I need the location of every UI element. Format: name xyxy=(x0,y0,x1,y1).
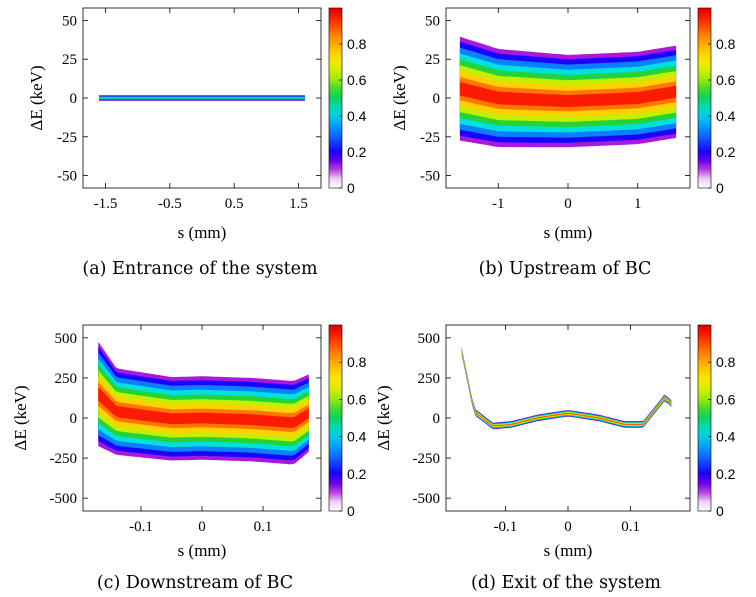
colorbar-tick-label: 0.6 xyxy=(716,391,736,407)
panel-b-colorbar xyxy=(697,7,712,189)
y-tick-label: 250 xyxy=(55,371,78,387)
colorbar-tick-label: 0 xyxy=(347,503,355,519)
x-tick-label: 0.1 xyxy=(254,519,273,535)
panel-b-ylabel: ΔE (keV) xyxy=(390,65,409,130)
colorbar-tick-label: 0.4 xyxy=(347,108,367,124)
y-tick-label: 250 xyxy=(418,371,441,387)
panel-b-distribution xyxy=(459,36,677,148)
panel-d-colorbar xyxy=(697,324,712,512)
panel-c-caption: (c) Downstream of BC xyxy=(97,573,293,593)
panel-c-distribution xyxy=(98,341,309,465)
panel-d-caption: (d) Exit of the system xyxy=(471,573,661,593)
panel-c-xlabel: s (mm) xyxy=(178,541,227,560)
colorbar-tick-label: 0.4 xyxy=(716,429,736,445)
y-tick-label: 25 xyxy=(62,52,77,68)
panel-c-colorbar-ticks: 0.8 0.6 0.4 0.2 0 xyxy=(339,354,367,519)
y-tick-label: -250 xyxy=(50,451,78,467)
y-tick-label: 0 xyxy=(70,411,78,427)
colorbar-tick-label: 0.2 xyxy=(716,144,736,160)
panel-a-colorbar xyxy=(328,7,343,189)
y-tick-label: -25 xyxy=(420,130,440,146)
colorbar-tick-label: 0.2 xyxy=(347,466,367,482)
y-tick-label: 25 xyxy=(425,52,440,68)
panel-a: -1.5 -0.5 0.5 1.5 50 25 0 -25 -50 s (mm) ΔE (keV… xyxy=(27,7,367,279)
x-tick-label: 0.1 xyxy=(621,519,640,535)
colorbar-tick-label: 0 xyxy=(716,503,724,519)
x-tick-label: -0.1 xyxy=(129,519,153,535)
colorbar-tick-label: 0 xyxy=(716,180,724,196)
colorbar-tick-label: 0 xyxy=(347,180,355,196)
panel-b-xlabel: s (mm) xyxy=(544,223,593,242)
panel-a-distribution xyxy=(99,95,305,101)
y-tick-label: -250 xyxy=(413,451,441,467)
y-tick-label: 500 xyxy=(418,331,441,347)
colorbar-tick-label: 0.6 xyxy=(347,72,367,88)
panel-a-caption: (a) Entrance of the system xyxy=(82,259,318,279)
panel-d-xlabel: s (mm) xyxy=(544,541,593,560)
y-tick-label: 50 xyxy=(425,13,440,29)
y-tick-label: 0 xyxy=(433,91,441,107)
colorbar-tick-label: 0.8 xyxy=(716,354,736,370)
density-contour xyxy=(99,97,305,99)
panel-d-distribution xyxy=(461,347,672,430)
colorbar-tick-label: 0.4 xyxy=(716,108,736,124)
panel-a-colorbar-ticks: 0.8 0.6 0.4 0.2 0 xyxy=(339,36,367,196)
panel-b-colorbar-ticks: 0.8 0.6 0.4 0.2 0 xyxy=(708,36,736,196)
colorbar-tick-label: 0.8 xyxy=(716,36,736,52)
x-tick-label: 1.5 xyxy=(289,196,308,212)
panel-d-ylabel: ΔE (keV) xyxy=(374,385,393,450)
panel-b-ticks: -1 0 1 50 25 0 -25 -50 xyxy=(420,8,690,212)
colorbar-tick-label: 0.6 xyxy=(716,72,736,88)
panel-d-colorbar-ticks: 0.8 0.6 0.4 0.2 0 xyxy=(708,354,736,519)
x-tick-label: 0 xyxy=(564,519,572,535)
panel-b-caption: (b) Upstream of BC xyxy=(479,259,652,279)
y-tick-label: -500 xyxy=(413,491,441,507)
x-tick-label: 1 xyxy=(634,196,642,212)
panel-c-ticks: -0.1 0 0.1 500 250 0 -250 -500 xyxy=(50,325,321,535)
colorbar-tick-label: 0.8 xyxy=(347,36,367,52)
y-tick-label: 50 xyxy=(62,13,77,29)
y-tick-label: 0 xyxy=(70,91,78,107)
y-tick-label: 0 xyxy=(433,411,441,427)
y-tick-label: -25 xyxy=(57,130,77,146)
panel-d-ticks: -0.1 0 0.1 500 250 0 -250 -500 xyxy=(413,325,690,535)
panel-a-ylabel: ΔE (keV) xyxy=(27,65,46,130)
x-tick-label: 0 xyxy=(198,519,206,535)
density-contour xyxy=(98,387,309,428)
panel-c-colorbar xyxy=(328,324,343,512)
colorbar-tick-label: 0.2 xyxy=(716,466,736,482)
x-tick-label: 0.5 xyxy=(225,196,244,212)
x-tick-label: 0 xyxy=(564,196,572,212)
colorbar-tick-label: 0.4 xyxy=(347,429,367,445)
colorbar-tick-label: 0.6 xyxy=(347,391,367,407)
x-tick-label: -1 xyxy=(492,196,505,212)
x-tick-label: -0.5 xyxy=(158,196,182,212)
density-contour xyxy=(459,82,677,108)
y-tick-label: 500 xyxy=(55,331,78,347)
panel-a-ticks: -1.5 -0.5 0.5 1.5 50 25 0 -25 -50 xyxy=(57,8,321,212)
y-tick-label: -50 xyxy=(420,169,440,185)
panel-c-ylabel: ΔE (keV) xyxy=(11,385,30,450)
y-tick-label: -500 xyxy=(50,491,78,507)
panel-a-xlabel: s (mm) xyxy=(178,223,227,242)
x-tick-label: -0.1 xyxy=(494,519,518,535)
y-tick-label: -50 xyxy=(57,169,77,185)
colorbar-tick-label: 0.2 xyxy=(347,144,367,160)
colorbar-tick-label: 0.8 xyxy=(347,354,367,370)
x-tick-label: -1.5 xyxy=(94,196,118,212)
